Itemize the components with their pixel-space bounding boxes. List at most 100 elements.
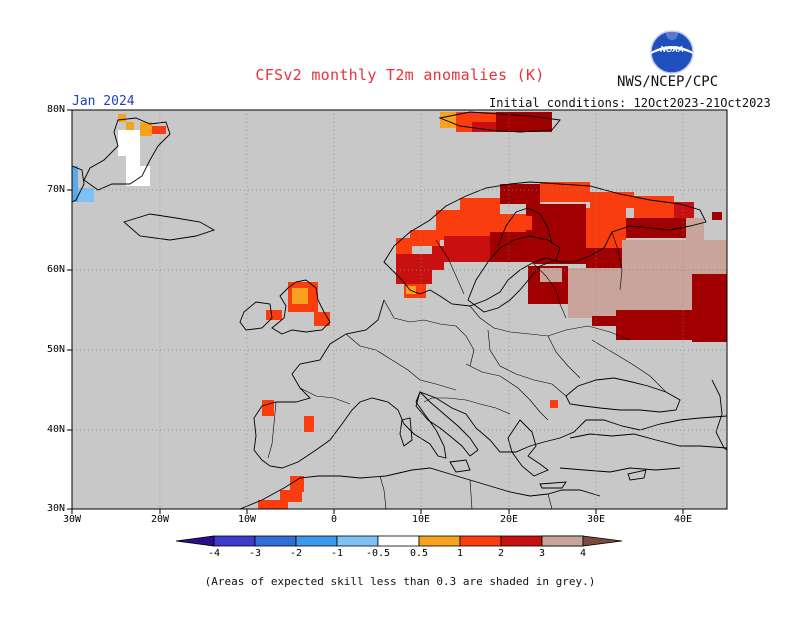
- anomaly-cell: [692, 274, 727, 342]
- coastline-cyprus: [627, 469, 647, 481]
- lat-label: 50N: [47, 344, 66, 355]
- anomaly-cell: [126, 156, 140, 186]
- anomaly-cell: [674, 202, 694, 218]
- anomaly-cell: [496, 112, 552, 132]
- lon-label: 20E: [500, 514, 519, 525]
- anomaly-cell: [568, 268, 622, 318]
- border: [435, 239, 465, 295]
- border: [487, 329, 567, 397]
- border: [531, 261, 567, 319]
- coastline-black-sea: [565, 377, 681, 413]
- colorbar-label: 2: [497, 548, 505, 559]
- border: [591, 339, 667, 393]
- border: [267, 401, 277, 459]
- anomaly-cell: [540, 268, 562, 282]
- anomaly-cell: [290, 476, 304, 492]
- colorbar-label: 4: [579, 548, 587, 559]
- border: [469, 305, 631, 341]
- colorbar-label: -2: [289, 548, 303, 559]
- border: [611, 231, 623, 291]
- anomaly-cell: [444, 236, 490, 262]
- map-frame: [71, 109, 728, 510]
- colorbar-arrow-low: [175, 535, 215, 547]
- lat-label: 80N: [47, 104, 66, 115]
- border: [383, 299, 475, 367]
- graticule: [72, 110, 727, 509]
- anomaly-cell: [280, 490, 302, 502]
- coastline-ireland: [239, 301, 273, 331]
- anomaly-cell: [152, 126, 166, 134]
- anomaly-cell: [410, 230, 440, 246]
- anomaly-cell: [118, 114, 126, 122]
- colorbar-bin: [500, 535, 543, 547]
- colorbar-bin: [295, 535, 338, 547]
- coastline-greenland: [71, 165, 85, 203]
- anomaly-cell: [304, 416, 314, 432]
- lat-label: 40N: [47, 424, 66, 435]
- forecast-month: Jan 2024: [72, 94, 135, 109]
- lon-label: 30W: [63, 514, 82, 525]
- colorbar: [175, 535, 623, 547]
- skill-footnote: (Areas of expected skill less than 0.3 a…: [204, 575, 596, 588]
- anomaly-cell: [72, 166, 78, 202]
- colorbar-bin: [459, 535, 502, 547]
- country-borders: [267, 231, 667, 510]
- colorbar-bin: [541, 535, 584, 547]
- initial-conditions: Initial conditions: 12Oct2023-21Oct2023: [489, 96, 771, 110]
- lon-label: 0: [331, 514, 338, 525]
- anomaly-cell: [140, 122, 152, 136]
- coastline-bothnia: [497, 207, 553, 247]
- anomaly-cell: [78, 188, 94, 202]
- border: [299, 387, 351, 405]
- coastline-italy: [415, 391, 479, 457]
- border: [423, 397, 511, 415]
- border: [547, 335, 581, 379]
- colorbar-label: -1: [330, 548, 344, 559]
- noaa-logo: [650, 28, 694, 74]
- colorbar-bin: [377, 535, 420, 547]
- anomaly-cell: [550, 400, 558, 408]
- anomaly-cell: [586, 208, 626, 248]
- colorbar-bin: [254, 535, 297, 547]
- colorbar-label: -3: [248, 548, 262, 559]
- coastline-svalbard: [438, 111, 561, 133]
- anomaly-cell: [686, 218, 704, 246]
- noaa-logo-text: NOAA: [660, 45, 684, 54]
- anomaly-cell: [258, 500, 288, 509]
- coastline-scandinavia: [383, 181, 707, 307]
- colorbar-label: -4: [207, 548, 221, 559]
- lon-label: 20W: [151, 514, 170, 525]
- anomaly-cell: [396, 254, 432, 284]
- anomaly-cell: [590, 192, 634, 208]
- colorbar-label: -0.5: [365, 548, 391, 559]
- coastline-sicily: [449, 459, 471, 473]
- coastline-sardinia: [399, 417, 413, 447]
- anomaly-cell: [460, 198, 500, 216]
- anomaly-cell: [592, 316, 622, 326]
- border: [379, 475, 553, 510]
- lat-label: 60N: [47, 264, 66, 275]
- anomaly-cell: [526, 204, 586, 234]
- coastline-great-britain: [271, 279, 331, 335]
- coastline-iceland: [83, 117, 171, 191]
- colorbar-label: 1: [456, 548, 464, 559]
- border: [465, 363, 549, 421]
- coastline-turkey: [559, 433, 728, 473]
- coastline-caspian: [711, 379, 728, 451]
- anomaly-cell: [540, 182, 590, 202]
- anomaly-cell: [262, 400, 274, 416]
- anomaly-cell: [440, 112, 456, 128]
- coastline-baltic: [467, 235, 561, 313]
- map-title: CFSv2 monthly T2m anomalies (K): [255, 66, 545, 84]
- anomaly-cell: [126, 122, 134, 130]
- coastline-greece: [507, 419, 549, 477]
- axis-ticks: [67, 109, 684, 514]
- anomaly-cell: [512, 216, 532, 230]
- anomaly-cell: [118, 130, 140, 156]
- anomaly-cell: [396, 238, 412, 254]
- anomaly-cell: [586, 248, 622, 268]
- anomaly-cell: [266, 310, 282, 320]
- coastline-crete: [539, 481, 567, 489]
- anomaly-cell: [140, 166, 150, 186]
